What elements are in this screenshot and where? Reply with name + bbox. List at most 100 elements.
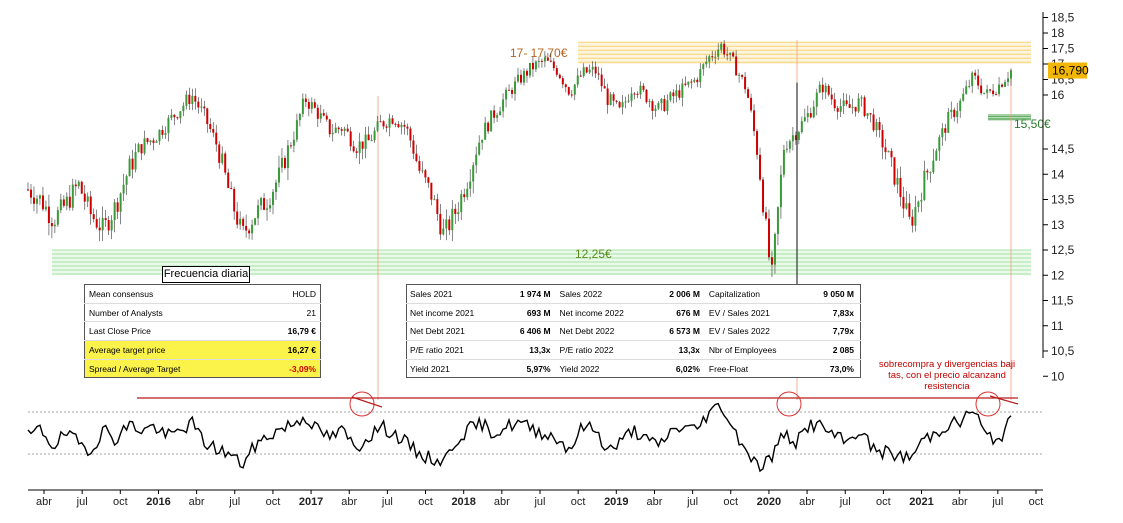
y-tick-label: 12: [1051, 268, 1065, 282]
candle-body: [666, 100, 669, 112]
financials-label: Capitalization: [708, 288, 760, 299]
candle-body: [92, 214, 95, 220]
candle-body: [298, 114, 301, 121]
candle-body: [191, 95, 194, 104]
candle-body: [379, 121, 382, 123]
candle-body: [573, 84, 576, 95]
financials-label: Free-Float: [705, 358, 806, 378]
candle-body: [239, 218, 242, 225]
candle-body: [983, 92, 986, 94]
y-tick-label: 14: [1051, 167, 1065, 181]
candle-body: [331, 132, 334, 135]
candle-body: [409, 128, 412, 141]
candle-body: [699, 69, 702, 83]
consensus-row: Number of Analysts 21: [84, 302, 321, 322]
candle-body: [974, 72, 977, 76]
x-tick-label: abr: [799, 496, 815, 508]
candle-body: [708, 56, 711, 62]
candle-body: [848, 104, 851, 108]
candle-body: [194, 95, 197, 102]
candle-body: [950, 109, 953, 113]
candle-body: [322, 113, 325, 116]
consensus-row: Mean consensus HOLD: [85, 285, 321, 304]
candle-body: [543, 57, 546, 62]
candle-body: [349, 131, 352, 147]
x-tick-label: 2017: [299, 496, 323, 508]
candle-body: [645, 89, 648, 103]
candle-body: [711, 56, 714, 58]
candle-body: [854, 106, 857, 112]
candle-body: [986, 89, 989, 93]
financials-label: Nbr of Employees: [705, 340, 806, 360]
candle-body: [609, 94, 612, 105]
band-fill: [578, 42, 1031, 64]
y-tick-label: 14,5: [1051, 142, 1075, 156]
candle-body: [98, 227, 101, 231]
financials-label: P/E ratio 2021: [406, 340, 503, 360]
candle-body: [179, 111, 182, 119]
candle-body: [980, 85, 983, 94]
candle-body: [134, 152, 137, 170]
candle-body: [406, 126, 409, 129]
candle-body: [355, 151, 358, 153]
candle-body: [289, 145, 292, 147]
consensus-row: Spread / Average Target -3,09%: [84, 358, 321, 378]
candle-body: [313, 102, 316, 108]
financials-table: Sales 2021 1 974 M Sales 2022 2 006 M Capita…: [406, 284, 861, 379]
candle-body: [773, 233, 776, 265]
candle-body: [776, 207, 779, 234]
candle-body: [29, 189, 32, 198]
candle-body: [684, 83, 687, 85]
candle-body: [436, 199, 439, 214]
candle-body: [65, 196, 68, 206]
candle-body: [714, 56, 717, 58]
financials-value: 7,79x: [805, 321, 861, 341]
candle-body: [86, 196, 89, 202]
x-tick-label: 2020: [757, 496, 781, 508]
price-axis: 1010,51111,51212,51313,51414,51616,51717…: [1042, 11, 1089, 383]
candle-body: [911, 216, 914, 226]
candle-body: [747, 89, 750, 98]
x-tick-label: jul: [991, 496, 1003, 508]
candle-body: [490, 110, 493, 132]
x-tick-label: abr: [952, 496, 968, 508]
candle-body: [206, 108, 209, 125]
candle-body: [113, 202, 116, 221]
candle-body: [370, 140, 373, 142]
candle-body: [648, 101, 651, 103]
candle-body: [185, 94, 188, 106]
candle-body: [908, 203, 911, 217]
candle-body: [251, 224, 254, 234]
candle-body: [615, 100, 618, 102]
candle-body: [517, 74, 520, 82]
candle-body: [564, 84, 567, 88]
candle-body: [445, 219, 448, 229]
candle-body: [932, 160, 935, 173]
candle-body: [869, 113, 872, 115]
candle-body: [161, 129, 164, 135]
candle-body: [361, 141, 364, 149]
candle-body: [827, 85, 830, 95]
y-tick-label: 17,5: [1051, 42, 1075, 56]
candle-body: [830, 94, 833, 100]
candle-body: [651, 101, 654, 111]
candle-body: [385, 126, 388, 128]
candle-body: [328, 119, 331, 135]
current-price-flag: [1048, 62, 1087, 79]
candle-body: [460, 194, 463, 213]
candle-body: [920, 199, 923, 202]
candle-body: [992, 90, 995, 95]
candle-body: [496, 115, 499, 118]
x-tick-label: jul: [76, 496, 88, 508]
x-tick-label: oct: [571, 496, 586, 508]
candle-body: [579, 75, 582, 77]
candle-body: [953, 109, 956, 118]
candle-body: [896, 177, 899, 185]
current-price-value: 16,790: [1052, 64, 1089, 78]
candle-body: [968, 85, 971, 87]
x-tick-label: jul: [839, 496, 851, 508]
financials-value: 13,3x: [651, 340, 706, 360]
consensus-value: HOLD: [292, 288, 316, 299]
support-label-155: 15,50€: [1014, 117, 1051, 131]
candle-body: [346, 128, 349, 132]
